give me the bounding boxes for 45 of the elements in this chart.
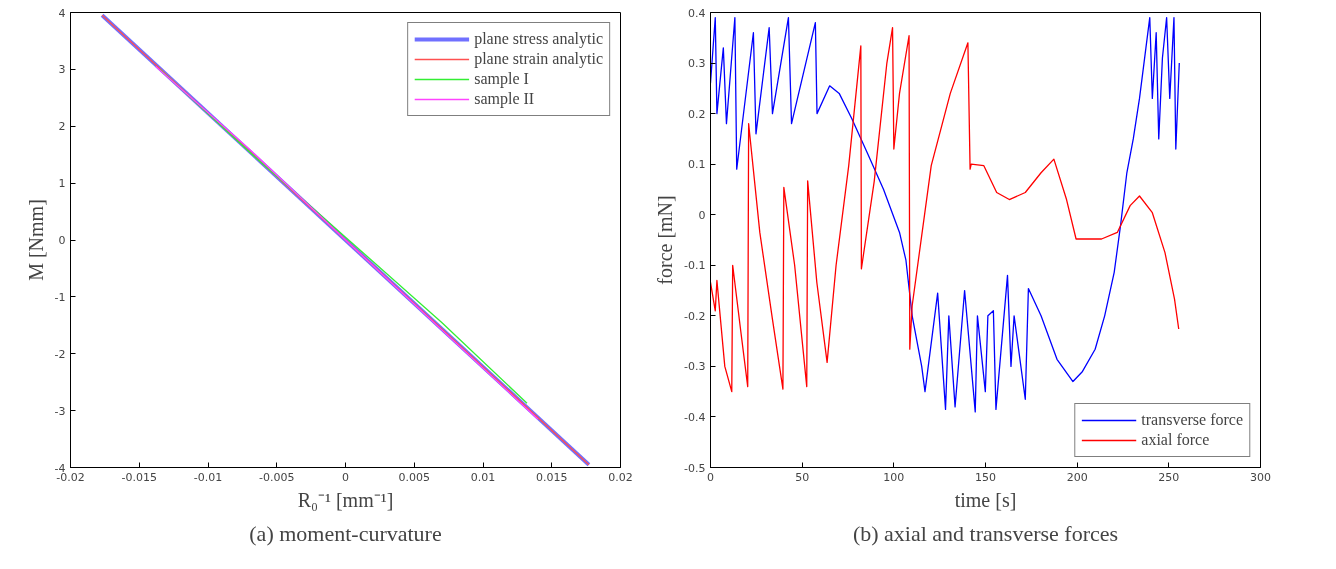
x-tick-label: 0.015 (536, 470, 568, 484)
y-axis-title: force [mN] (654, 195, 677, 285)
legend-label: plane stress analytic (474, 30, 603, 48)
y-tick-label: 2 (58, 120, 66, 134)
legend-label: axial force (1141, 431, 1210, 449)
y-tick-label: -2 (54, 347, 66, 361)
y-tick-label: -0.4 (684, 410, 706, 424)
legend-label: transverse force (1141, 411, 1243, 429)
legend-label: plane strain analytic (474, 50, 603, 68)
y-tick-label: 3 (58, 63, 66, 77)
y-tick-label: 1 (58, 177, 66, 191)
y-tick-label: -0.2 (684, 309, 706, 323)
text: (b) axial and transverse forces (852, 520, 1119, 546)
y-tick-label: -0.3 (684, 360, 706, 374)
legend-label: sample I (474, 70, 529, 88)
x-tick-label: -0.015 (121, 470, 157, 484)
legend-label: sample II (474, 90, 535, 108)
x-tick-label: -0.02 (56, 470, 85, 484)
x-tick-label: 150 (975, 470, 996, 484)
x-tick-label: -0.005 (259, 470, 295, 484)
y-axis-title: M [Nmm] (24, 199, 47, 281)
x-tick-label: 0.005 (398, 470, 430, 484)
y-tick-label: -3 (54, 404, 66, 418)
x-tick-label: 200 (1066, 470, 1088, 484)
text: (a) moment-curvature (249, 520, 442, 546)
y-tick-label: 0.2 (688, 107, 706, 121)
y-tick-label: -0.1 (684, 259, 706, 273)
y-tick-label: 0.4 (688, 6, 706, 20)
y-tick-label: 4 (58, 6, 66, 20)
x-tick-label: 0 (342, 470, 349, 484)
y-tick-label: 0 (58, 234, 66, 247)
x-tick-label: 0.02 (608, 470, 633, 484)
x-tick-label: 300 (1250, 470, 1271, 484)
x-tick-label: -0.01 (193, 470, 223, 484)
y-tick-label: 0.3 (688, 57, 706, 71)
x-tick-label: 50 (795, 470, 810, 484)
x-axis-title: time [s] (954, 488, 1017, 511)
x-tick-label: 100 (883, 470, 905, 484)
y-tick-label: 0 (698, 208, 706, 222)
y-tick-label: -0.5 (684, 461, 706, 475)
x-tick-label: 0.01 (470, 470, 496, 484)
y-tick-label: 0.1 (688, 158, 706, 172)
y-tick-label: -1 (54, 290, 66, 304)
x-axis-title: R₀⁻¹ [mm⁻¹] (297, 488, 394, 511)
x-tick-label: 250 (1158, 470, 1180, 484)
